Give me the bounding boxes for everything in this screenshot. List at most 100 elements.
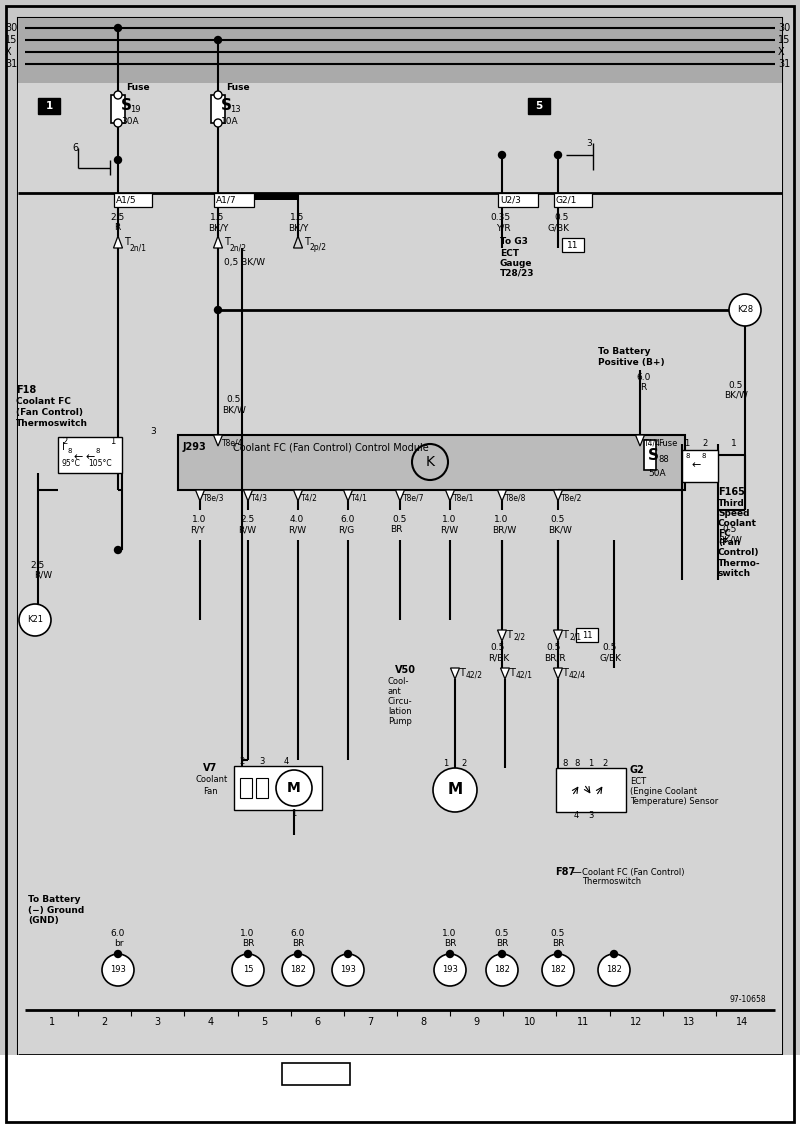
Text: 1: 1: [731, 439, 737, 448]
Text: 8: 8: [95, 448, 99, 453]
Bar: [234, 766, 322, 810]
Text: 11: 11: [582, 631, 592, 640]
Bar: [556, 768, 626, 812]
Bar: [114, 193, 152, 208]
Text: A1/5: A1/5: [116, 195, 137, 204]
Text: Thermoswitch: Thermoswitch: [582, 878, 641, 887]
Text: 0.5: 0.5: [546, 643, 560, 652]
Text: 0.5: 0.5: [722, 526, 736, 535]
Text: 0,5 BK/W: 0,5 BK/W: [224, 257, 265, 266]
Text: R/W: R/W: [34, 571, 52, 580]
Text: 10A: 10A: [221, 117, 238, 126]
Text: T8e/2: T8e/2: [561, 494, 582, 502]
Text: G2: G2: [630, 765, 645, 775]
Text: Coolant: Coolant: [718, 519, 757, 528]
Circle shape: [114, 91, 122, 99]
Text: —: —: [572, 867, 582, 876]
Text: S: S: [648, 448, 659, 462]
Text: 193: 193: [340, 966, 356, 975]
Text: 1: 1: [588, 759, 594, 768]
Text: 5: 5: [535, 102, 542, 111]
Text: 14: 14: [736, 1017, 749, 1026]
Text: T8e/8: T8e/8: [505, 494, 526, 502]
Polygon shape: [294, 490, 302, 501]
Text: 8: 8: [686, 453, 690, 459]
Text: 30: 30: [5, 23, 18, 33]
Text: X: X: [5, 47, 12, 58]
Circle shape: [434, 954, 466, 986]
Polygon shape: [294, 236, 302, 248]
Text: 6: 6: [314, 1017, 320, 1026]
Circle shape: [214, 118, 222, 127]
Text: 8: 8: [562, 759, 567, 768]
Circle shape: [554, 951, 562, 958]
Text: M: M: [287, 781, 301, 795]
Text: 3: 3: [586, 139, 592, 148]
Text: 19: 19: [130, 106, 141, 115]
Text: 13: 13: [683, 1017, 695, 1026]
Text: Third: Third: [718, 499, 745, 508]
Polygon shape: [554, 631, 562, 641]
Text: R/BK: R/BK: [488, 653, 510, 662]
Text: 3: 3: [154, 1017, 161, 1026]
Text: 0.5: 0.5: [494, 928, 508, 937]
Text: BK/W: BK/W: [724, 390, 748, 399]
Text: 6.0: 6.0: [110, 928, 124, 937]
Text: Speed: Speed: [718, 509, 750, 518]
Bar: [554, 193, 592, 208]
Text: To Battery: To Battery: [598, 347, 650, 356]
Text: (Fan Control): (Fan Control): [16, 407, 83, 416]
Circle shape: [332, 954, 364, 986]
Text: J293: J293: [183, 442, 206, 452]
Text: 1.0: 1.0: [494, 515, 508, 525]
Text: T28/23: T28/23: [500, 268, 534, 277]
Circle shape: [245, 951, 251, 958]
Bar: [528, 98, 550, 114]
Text: 0.5: 0.5: [602, 643, 616, 652]
Circle shape: [232, 954, 264, 986]
Text: 42/2: 42/2: [466, 670, 483, 679]
Bar: [498, 193, 538, 208]
Circle shape: [276, 770, 312, 807]
Text: 1.0: 1.0: [442, 928, 456, 937]
Circle shape: [542, 954, 574, 986]
Text: K28: K28: [737, 306, 753, 315]
Text: 182: 182: [290, 966, 306, 975]
Text: 42/1: 42/1: [516, 670, 533, 679]
Bar: [282, 1063, 350, 1085]
Text: 8: 8: [68, 448, 73, 453]
Text: BR: BR: [242, 938, 254, 948]
Polygon shape: [498, 490, 506, 501]
Text: T: T: [562, 668, 568, 678]
Text: 182: 182: [606, 966, 622, 975]
Text: 105°C: 105°C: [88, 458, 112, 467]
Text: 182: 182: [550, 966, 566, 975]
Text: 182: 182: [494, 966, 510, 975]
Text: 11: 11: [577, 1017, 589, 1026]
Text: S: S: [121, 97, 132, 113]
Text: 0.5: 0.5: [550, 928, 564, 937]
Text: 0.5: 0.5: [550, 515, 564, 525]
Text: 11: 11: [567, 240, 578, 249]
Circle shape: [498, 951, 506, 958]
Text: U2/3: U2/3: [500, 195, 521, 204]
Text: Cool-: Cool-: [388, 677, 410, 686]
Text: R/W: R/W: [440, 526, 458, 535]
Circle shape: [114, 951, 122, 958]
Text: ECT: ECT: [630, 776, 646, 785]
Text: F18: F18: [16, 385, 36, 395]
Text: BR: BR: [390, 526, 402, 535]
Circle shape: [114, 546, 122, 554]
Text: T: T: [506, 631, 512, 640]
Text: BR/R: BR/R: [544, 653, 566, 662]
Text: T: T: [224, 237, 230, 247]
Circle shape: [214, 36, 222, 44]
Text: 1.0: 1.0: [442, 515, 456, 525]
Text: R: R: [114, 223, 120, 232]
Bar: [18, 83, 782, 1090]
Text: 8: 8: [574, 759, 579, 768]
Text: 1: 1: [49, 1017, 54, 1026]
Text: V50: V50: [395, 666, 416, 675]
Text: T8e/4: T8e/4: [222, 439, 243, 448]
Polygon shape: [114, 236, 122, 248]
